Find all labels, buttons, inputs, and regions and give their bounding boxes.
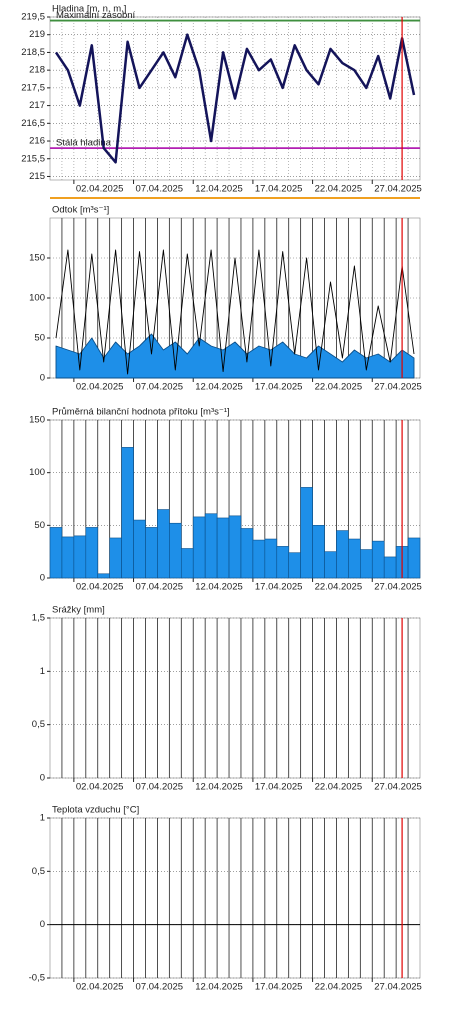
x-tick-label: 22.04.2025 [315,982,363,993]
y-tick-label: 100 [29,293,45,304]
bar [240,528,254,579]
y-tick-label: 50 [34,520,45,531]
x-tick-label: 02.04.2025 [76,982,124,993]
x-tick-label: 27.04.2025 [374,582,422,593]
x-tick-label: 07.04.2025 [136,982,184,993]
bar [324,551,337,579]
y-tick-label: 1,5 [32,613,45,624]
x-tick-label: 27.04.2025 [374,184,422,195]
bar [204,513,218,579]
y-tick-label: 0 [40,919,45,930]
bar [61,536,75,579]
x-tick-label: 02.04.2025 [76,184,124,195]
x-tick-label: 22.04.2025 [315,582,363,593]
y-tick-label: 1 [40,813,45,824]
y-tick-label: 218 [29,65,45,76]
x-tick-label: 02.04.2025 [76,382,124,393]
bar [276,546,290,579]
y-tick-label: -0,5 [29,973,45,984]
bar [216,517,230,579]
y-tick-label: 100 [29,467,45,478]
bar [336,530,349,579]
y-tick-label: 150 [29,253,45,264]
bar [407,537,421,579]
y-tick-label: 50 [34,333,45,344]
x-tick-label: 22.04.2025 [315,184,363,195]
bar [180,548,194,579]
y-tick-label: 215,5 [21,153,45,164]
line [54,33,416,164]
y-tick-label: 217 [29,100,45,111]
bar [109,537,122,579]
y-tick-label: 0,5 [32,866,45,877]
x-tick-label: 17.04.2025 [255,982,303,993]
x-tick-label: 12.04.2025 [195,782,243,793]
y-tick-label: 219,5 [21,12,45,23]
plot-area [49,817,421,979]
x-tick-label: 12.04.2025 [195,184,243,195]
bar [49,527,63,579]
x-tick-label: 12.04.2025 [195,382,243,393]
area [55,333,415,379]
y-tick-label: 219 [29,29,45,40]
y-tick-label: 0 [40,373,45,384]
x-tick-label: 12.04.2025 [195,982,243,993]
y-tick-label: 1 [40,666,45,677]
bar [121,447,134,579]
x-tick-label: 22.04.2025 [315,782,363,793]
y-tick-label: 215 [29,171,45,182]
x-tick-label: 07.04.2025 [136,582,184,593]
x-tick-label: 27.04.2025 [374,382,422,393]
x-tick-label: 27.04.2025 [374,982,422,993]
panel-title: Průměrná bilanční hodnota přítoku [m³s⁻¹… [52,407,230,418]
bar [192,516,206,579]
x-tick-label: 17.04.2025 [255,582,303,593]
plot-area [49,617,421,779]
panel-title: Teplota vzduchu [°C] [52,805,139,816]
y-tick-label: 150 [29,415,45,426]
bar [383,556,397,579]
reference-label: Maximální zásobní [56,10,136,21]
bar [145,527,158,579]
x-tick-label: 17.04.2025 [255,382,303,393]
panel-title: Srážky [mm] [52,605,105,616]
y-tick-label: 0 [40,773,45,784]
y-tick-label: 216 [29,136,45,147]
bar [360,549,373,579]
y-tick-label: 217,5 [21,82,45,93]
x-tick-label: 07.04.2025 [136,782,184,793]
bar [252,539,266,579]
panel-title: Hladina [m. n. m.] [52,4,126,15]
bar [157,509,170,579]
y-tick-label: 0 [40,573,45,584]
y-tick-label: 216,5 [21,118,45,129]
x-tick-label: 02.04.2025 [76,582,124,593]
x-tick-label: 12.04.2025 [195,582,243,593]
bar [133,519,146,579]
bar [312,525,325,579]
bar [264,538,278,579]
bar [85,527,99,579]
bar [228,515,242,579]
bar [348,538,361,579]
x-tick-label: 22.04.2025 [315,382,363,393]
bar [97,573,110,579]
bar [288,552,301,579]
bar [73,535,87,579]
y-tick-label: 218,5 [21,47,45,58]
x-tick-label: 27.04.2025 [374,782,422,793]
panel-title: Odtok [m³s⁻¹] [52,205,109,216]
y-tick-label: 0,5 [32,719,45,730]
bar [169,522,182,579]
x-tick-label: 07.04.2025 [136,184,184,195]
bar [371,540,385,579]
x-tick-label: 17.04.2025 [255,782,303,793]
x-tick-label: 02.04.2025 [76,782,124,793]
x-tick-label: 07.04.2025 [136,382,184,393]
reference-label: Stálá hladina [56,138,112,149]
x-tick-label: 17.04.2025 [255,184,303,195]
line [55,249,415,375]
bar [300,487,313,579]
